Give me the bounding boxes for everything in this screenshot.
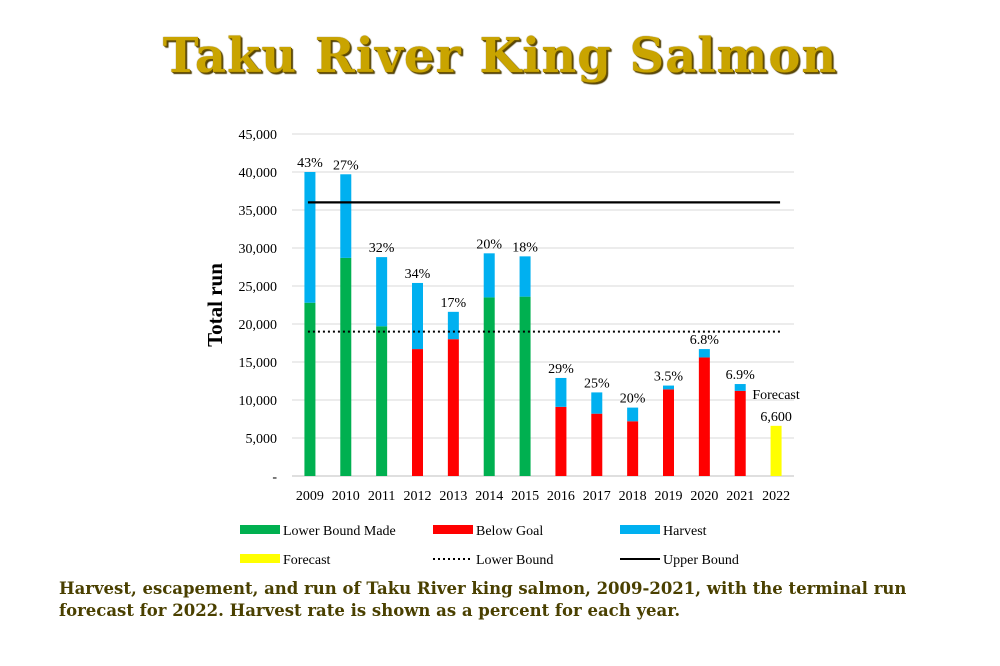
harvest-bar bbox=[340, 174, 352, 258]
y-tick-label: 25,000 bbox=[239, 280, 278, 295]
page-title: Taku River King Salmon bbox=[162, 28, 838, 84]
legend-label: Lower Bound Made bbox=[283, 524, 396, 539]
legend-label: Below Goal bbox=[476, 524, 543, 539]
x-tick-label: 2011 bbox=[368, 489, 395, 504]
legend-swatch bbox=[433, 525, 473, 534]
legend-swatch bbox=[240, 525, 280, 534]
escapement-bar bbox=[519, 296, 531, 476]
escapement-bar bbox=[304, 302, 316, 476]
harvest-bar bbox=[698, 349, 710, 358]
bar-data-label: 25% bbox=[584, 376, 610, 391]
bar-data-label: 20% bbox=[476, 237, 502, 252]
forecast-note-label: Forecast bbox=[752, 388, 800, 403]
escapement-bar bbox=[591, 413, 603, 476]
x-tick-label: 2017 bbox=[583, 489, 611, 504]
harvest-bar bbox=[483, 253, 495, 298]
x-tick-label: 2022 bbox=[762, 489, 790, 504]
escapement-bar bbox=[376, 326, 388, 476]
y-tick-label: 30,000 bbox=[239, 242, 278, 257]
bar-data-label: 20% bbox=[620, 392, 646, 407]
harvest-bar bbox=[447, 311, 459, 340]
legend-label: Forecast bbox=[283, 553, 331, 568]
bound-lines bbox=[307, 201, 781, 333]
bar-data-label: 6.8% bbox=[690, 333, 720, 348]
harvest-bar bbox=[734, 384, 746, 391]
x-tick-label: 2021 bbox=[726, 489, 754, 504]
escapement-bar bbox=[734, 390, 746, 476]
forecast-bar bbox=[770, 425, 782, 476]
escapement-bar bbox=[483, 297, 495, 476]
harvest-bar bbox=[376, 257, 388, 327]
escapement-bar bbox=[698, 357, 710, 476]
bar-data-label: 27% bbox=[333, 158, 359, 173]
harvest-bar bbox=[627, 407, 639, 422]
harvest-bar bbox=[412, 282, 423, 350]
legend-label: Upper Bound bbox=[663, 553, 739, 568]
figure-caption: Harvest, escapement, and run of Taku Riv… bbox=[59, 579, 907, 620]
x-tick-label: 2016 bbox=[547, 489, 575, 504]
bar-data-label: 43% bbox=[297, 156, 323, 171]
harvest-bar bbox=[304, 172, 316, 303]
escapement-bar bbox=[447, 339, 459, 476]
axes: - 5,000 10,000 15,000 20,000 25,000 30,000 35,0… bbox=[203, 128, 790, 504]
x-tick-label: 2018 bbox=[619, 489, 647, 504]
x-tick-label: 2014 bbox=[475, 489, 503, 504]
harvest-bar bbox=[519, 256, 531, 297]
bars bbox=[304, 172, 782, 476]
legend: Lower Bound Made Below Goal Harvest Forecas… bbox=[240, 524, 739, 568]
x-tick-label: 2009 bbox=[296, 489, 324, 504]
y-tick-label: 40,000 bbox=[239, 166, 278, 181]
escapement-bar bbox=[627, 421, 639, 476]
bar-data-label: 3.5% bbox=[654, 370, 684, 385]
bar-data-label: 6.9% bbox=[726, 368, 756, 383]
harvest-bar bbox=[555, 377, 567, 407]
legend-swatch bbox=[620, 525, 660, 534]
y-axis-label: Total run bbox=[203, 263, 227, 347]
y-tick-label: 35,000 bbox=[239, 204, 278, 219]
legend-label: Harvest bbox=[663, 524, 707, 539]
bar-labels: 43% 27% 32% 34% 17% 20% 18% 29% 25% 20% 3.5% 6.8% 6.… bbox=[297, 156, 800, 425]
bar-data-label: 32% bbox=[369, 241, 395, 256]
y-tick-label: 45,000 bbox=[239, 128, 278, 143]
legend-label: Lower Bound bbox=[476, 553, 553, 568]
bar-data-label: 34% bbox=[405, 267, 431, 282]
escapement-bar bbox=[555, 406, 567, 476]
harvest-bar bbox=[591, 392, 603, 414]
y-tick-label: 10,000 bbox=[239, 394, 278, 409]
harvest-bar bbox=[663, 385, 674, 390]
x-tick-label: 2012 bbox=[404, 489, 432, 504]
bar-data-label: 18% bbox=[512, 240, 538, 255]
y-tick-label: 5,000 bbox=[246, 432, 278, 447]
bar-data-label: 17% bbox=[441, 296, 467, 311]
y-tick-label: 20,000 bbox=[239, 318, 278, 333]
bar-data-label: 6,600 bbox=[760, 410, 792, 425]
escapement-bar bbox=[412, 349, 423, 476]
y-tick-label: - bbox=[272, 470, 277, 485]
x-tick-label: 2010 bbox=[332, 489, 360, 504]
x-tick-label: 2019 bbox=[655, 489, 683, 504]
escapement-bar bbox=[663, 389, 674, 476]
escapement-bar bbox=[340, 257, 352, 476]
bar-data-label: 29% bbox=[548, 362, 574, 377]
x-tick-label: 2013 bbox=[439, 489, 467, 504]
y-tick-label: 15,000 bbox=[239, 356, 278, 371]
legend-swatch bbox=[240, 554, 280, 563]
gridlines bbox=[292, 133, 794, 477]
x-tick-label: 2020 bbox=[690, 489, 718, 504]
x-tick-label: 2015 bbox=[511, 489, 539, 504]
